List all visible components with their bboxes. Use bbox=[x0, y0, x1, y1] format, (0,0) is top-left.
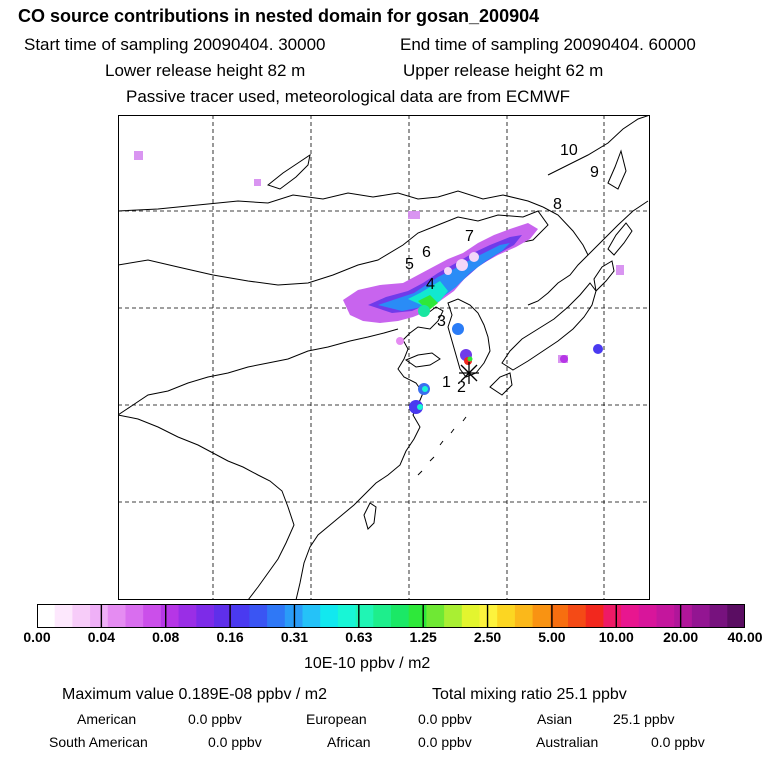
region-value-european: 0.0 ppbv bbox=[418, 711, 472, 727]
colorbar-cell bbox=[196, 604, 215, 628]
colorbar-cell bbox=[302, 604, 321, 628]
trajectory-label-3: 3 bbox=[437, 313, 446, 330]
colorbar-tick-label: 0.04 bbox=[87, 629, 115, 645]
colorbar-cell bbox=[461, 604, 481, 628]
region-name-american: American bbox=[77, 711, 137, 727]
colorbar-cell bbox=[267, 604, 286, 628]
region-name-african: African bbox=[327, 734, 371, 750]
colorbar-cell bbox=[391, 604, 410, 628]
colorbar-cell bbox=[125, 604, 144, 628]
region-value-south-american: 0.0 ppbv bbox=[208, 734, 262, 750]
coastlines-and-borders bbox=[118, 115, 650, 600]
region-value-australian: 0.0 ppbv bbox=[651, 734, 705, 750]
colorbar-cell bbox=[709, 604, 728, 628]
colorbar-tick-label: 5.00 bbox=[538, 629, 566, 645]
colorbar-cell bbox=[107, 604, 127, 628]
trajectory-label-8: 8 bbox=[553, 196, 562, 213]
trajectory-labels: 1 2 3 4 5 6 7 8 9 10 bbox=[405, 142, 599, 396]
trajectory-label-10: 10 bbox=[560, 142, 578, 159]
colorbar-tick-label: 0.08 bbox=[152, 629, 180, 645]
trajectory-label-1: 1 bbox=[442, 374, 451, 391]
colorbar-cell bbox=[337, 604, 357, 628]
colorbar-cell bbox=[178, 604, 197, 628]
trajectory-label-5: 5 bbox=[405, 256, 414, 273]
colorbar-tick-label: 20.00 bbox=[663, 629, 699, 645]
total-mixing-ratio: Total mixing ratio 25.1 ppbv bbox=[432, 686, 627, 703]
colorbar-tick-label: 0.63 bbox=[345, 629, 373, 645]
trajectory-label-6: 6 bbox=[422, 244, 431, 261]
colorbar-cell bbox=[532, 604, 551, 628]
colorbar-cell bbox=[231, 604, 250, 628]
colorbar-tick-label: 40.00 bbox=[727, 629, 763, 645]
trajectory-label-4: 4 bbox=[426, 276, 435, 293]
concentration-field bbox=[134, 151, 624, 414]
colorbar-cell bbox=[727, 604, 745, 628]
map-panel: 1 2 3 4 5 6 7 8 9 10 bbox=[118, 115, 650, 600]
colorbar-cell bbox=[585, 604, 604, 628]
region-name-european: European bbox=[306, 711, 367, 727]
colorbar-cell bbox=[37, 604, 56, 628]
upper-release-label: Upper release height 62 m bbox=[403, 61, 604, 80]
colorbar-cell bbox=[249, 604, 268, 628]
trajectory-label-9: 9 bbox=[590, 164, 599, 181]
colorbar-cell bbox=[550, 604, 569, 628]
colorbar-cell bbox=[408, 604, 427, 628]
region-value-asian: 25.1 ppbv bbox=[613, 711, 675, 727]
colorbar-cell bbox=[497, 604, 516, 628]
colorbar-tick-label: 0.00 bbox=[23, 629, 51, 645]
plot-title: CO source contributions in nested domain… bbox=[18, 6, 540, 26]
start-time-label: Start time of sampling 20090404. 30000 bbox=[24, 35, 326, 54]
region-name-south-american: South American bbox=[49, 734, 148, 750]
trajectory-label-7: 7 bbox=[465, 228, 474, 245]
colorbar-cell bbox=[674, 604, 693, 628]
colorbar-tick-label: 0.31 bbox=[280, 629, 309, 645]
colorbar-cell bbox=[90, 604, 109, 628]
colorbar-cell bbox=[426, 604, 445, 628]
colorbar-cell bbox=[691, 604, 711, 628]
colorbar-cell bbox=[656, 604, 675, 628]
colorbar-cell bbox=[320, 604, 339, 628]
region-name-australian: Australian bbox=[536, 734, 599, 750]
colorbar-cell bbox=[214, 604, 233, 628]
colorbar-cell bbox=[444, 604, 463, 628]
colorbar-cell bbox=[143, 604, 162, 628]
lower-release-label: Lower release height 82 m bbox=[105, 61, 306, 80]
colorbar-cell bbox=[621, 604, 640, 628]
colorbar-cell bbox=[355, 604, 374, 628]
tracer-note: Passive tracer used, meteorological data… bbox=[126, 87, 571, 106]
region-name-asian: Asian bbox=[537, 711, 573, 727]
colorbar-unit: 10E-10 ppbv / m2 bbox=[304, 655, 431, 672]
trajectory-label-2: 2 bbox=[457, 379, 466, 396]
colorbar-cell bbox=[72, 604, 91, 628]
colorbar-tick-label: 1.25 bbox=[409, 629, 437, 645]
receptor-star-icon bbox=[459, 362, 479, 384]
region-value-african: 0.0 ppbv bbox=[418, 734, 472, 750]
region-value-american: 0.0 ppbv bbox=[188, 711, 242, 727]
colorbar-cell bbox=[568, 604, 587, 628]
colorbar-cell bbox=[54, 604, 73, 628]
colorbar bbox=[37, 604, 745, 628]
end-time-label: End time of sampling 20090404. 60000 bbox=[400, 35, 696, 54]
colorbar-tick-label: 2.50 bbox=[473, 629, 502, 645]
colorbar-cell bbox=[638, 604, 658, 628]
colorbar-cell bbox=[160, 604, 180, 628]
colorbar-tick-label: 10.00 bbox=[598, 629, 634, 645]
colorbar-cell bbox=[514, 604, 534, 628]
colorbar-cell bbox=[479, 604, 498, 628]
maximum-value: Maximum value 0.189E-08 ppbv / m2 bbox=[62, 686, 328, 703]
colorbar-tick-label: 0.16 bbox=[216, 629, 244, 645]
colorbar-cell bbox=[603, 604, 622, 628]
map-frame bbox=[118, 115, 650, 600]
colorbar-cell bbox=[373, 604, 392, 628]
